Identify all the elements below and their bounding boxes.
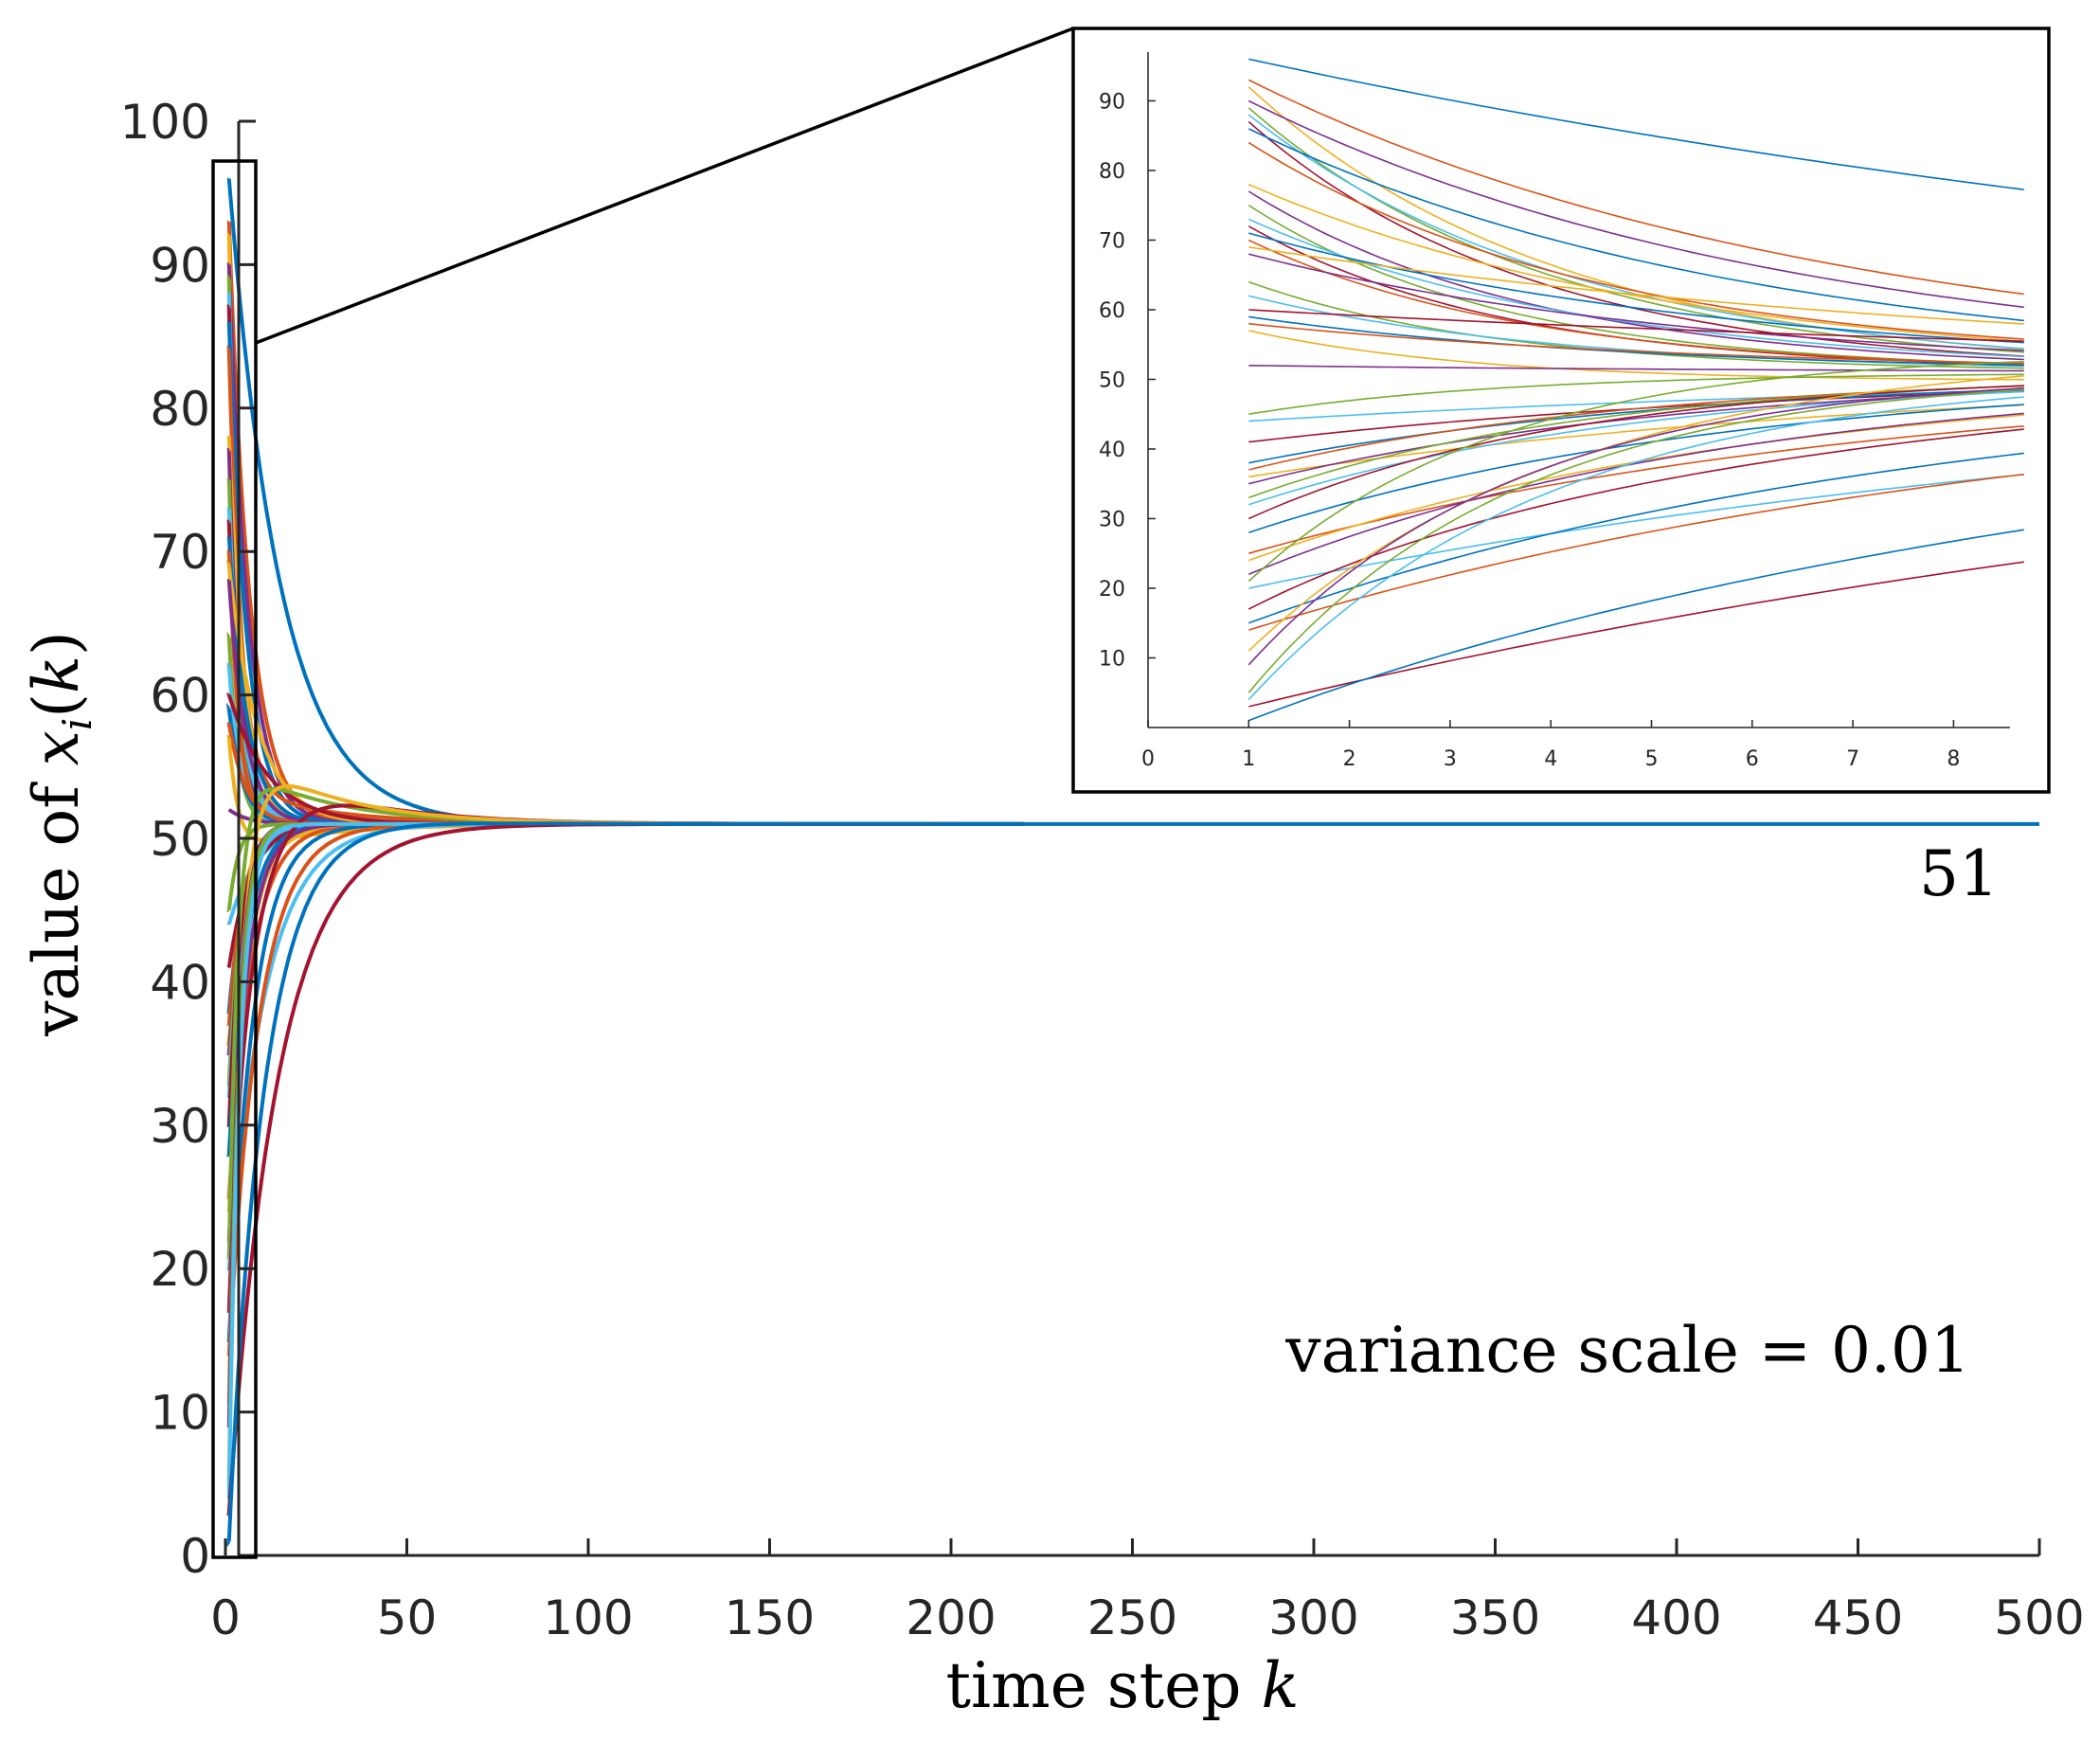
inset-series-line [1247,361,2024,583]
y-tick-label: 0 [180,1529,210,1584]
inset-series-lines [1247,58,2024,722]
inset-series-line [1247,141,2024,340]
variance-annotation: variance scale = 0.01 [1284,1314,1970,1387]
y-tick-label: 30 [150,1099,210,1154]
main-series-lines [225,177,1024,1548]
inset-series-line [1248,452,2024,624]
y-tick-label: 80 [150,382,210,437]
inset-series-line [1248,389,2024,422]
inset-series-line [1247,388,2024,693]
y-axis-label: value of xi(k) [20,631,100,1037]
inset-series-line [1248,246,2024,325]
inset-x-ticks: 0 1 2 3 4 5 6 7 8 [1141,720,1960,771]
inset-series-line [1248,58,2024,190]
zoom-connector [255,27,1074,345]
inset-series-line [1248,322,2024,365]
x-tick-label: 500 [1994,1590,2084,1645]
inset-y-ticks: 10 20 30 40 50 60 70 80 90 [1099,90,1156,671]
y-ticks: 0 10 20 30 40 50 60 70 80 90 100 [120,95,256,1584]
y-tick-label: 90 [150,238,210,293]
inset-y-tick-label: 70 [1099,229,1125,253]
inset-series-line [1248,404,2024,533]
inset-x-tick-label: 3 [1444,747,1457,771]
zoom-box [211,159,258,1559]
inset-x-tick-label: 7 [1846,747,1859,771]
inset-x-tick-label: 6 [1746,747,1759,771]
x-tick-label: 0 [210,1590,241,1645]
x-ticks: 0 50 100 150 200 250 300 350 400 450 500 [210,1538,2085,1645]
y-tick-label: 60 [150,669,210,724]
inset-y-tick-label: 30 [1099,508,1125,531]
inset-y-tick-label: 60 [1099,299,1125,323]
x-axis-label: time step k [946,1649,1300,1722]
x-tick-label: 100 [543,1590,633,1645]
inset-x-tick-label: 8 [1947,747,1960,771]
inset-y-tick-label: 50 [1099,368,1125,392]
x-tick-label: 450 [1813,1590,1903,1645]
inset-series-line [1248,388,2024,464]
y-tick-label: 40 [150,955,210,1010]
inset-series-line [1247,99,2024,309]
inset-series-line [1247,428,2024,610]
x-tick-label: 400 [1631,1590,1721,1645]
inset-x-tick-label: 4 [1544,747,1557,771]
inset-series-line [1247,79,2024,296]
inset-x-tick-label: 0 [1141,747,1155,771]
series-line [226,821,1024,1548]
inset-series-line [1247,396,2024,701]
inset-y-tick-label: 20 [1099,578,1125,602]
inset-series-line [1248,390,2024,506]
x-tick-label: 300 [1268,1590,1358,1645]
inset-series-line [1247,386,2024,666]
inset-y-tick-label: 80 [1099,160,1125,184]
inset-series-line [1248,330,2024,381]
x-tick-label: 350 [1450,1590,1540,1645]
x-tick-label: 200 [906,1590,996,1645]
inset-series-line [1248,474,2024,589]
inset-zoom-panel: 0 1 2 3 4 5 6 7 8 10 20 30 40 50 60 70 80 90 [1071,27,2051,794]
inset-series-line [1248,561,2024,708]
inset-series-line [1247,385,2024,520]
inset-series-line [1247,128,2024,322]
y-tick-label: 100 [120,95,210,150]
inset-series-line [1247,107,2024,353]
x-tick-label: 150 [725,1590,815,1645]
inset-series-line [1248,309,2024,342]
inset-series-line [1247,190,2024,361]
inset-series-line [1247,412,2024,576]
inset-x-tick-label: 5 [1645,747,1659,771]
inset-series-line [1247,239,2024,366]
inset-y-tick-label: 90 [1099,90,1125,114]
inset-series-line [1247,375,2024,652]
inset-x-tick-label: 1 [1242,747,1255,771]
inset-series-line [1248,425,2024,554]
inset-series-line [1247,183,2024,343]
y-tick-label: 70 [150,525,210,580]
inset-series-line [1248,365,2024,372]
inset-y-tick-label: 40 [1099,439,1125,462]
inset-series-line [1248,473,2024,631]
x-tick-label: 50 [377,1590,438,1645]
y-tick-label: 20 [150,1242,210,1297]
inset-series-line [1248,315,2024,367]
inset-series-line [1248,529,2024,722]
inset-x-tick-label: 2 [1343,747,1356,771]
inset-series-line [1248,373,2024,415]
y-tick-label: 10 [150,1386,210,1441]
inset-series-line [1248,253,2024,351]
consensus-value-label: 51 [1919,837,1999,910]
inset-series-line [1247,218,2024,358]
y-tick-label: 50 [150,812,210,867]
inset-frame [1071,27,2051,794]
x-tick-label: 250 [1087,1590,1177,1645]
inset-y-tick-label: 10 [1099,647,1125,671]
